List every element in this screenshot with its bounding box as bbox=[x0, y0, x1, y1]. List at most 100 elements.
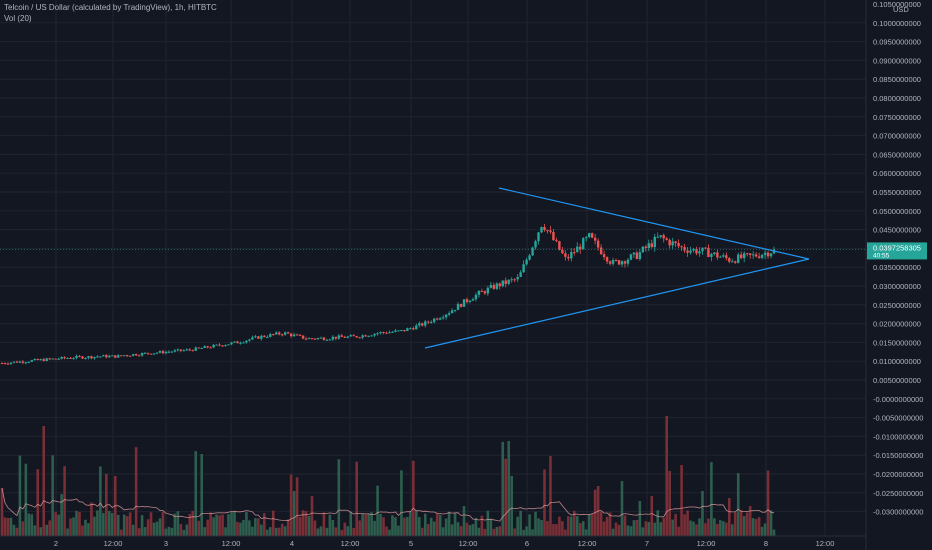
volume-bar bbox=[614, 522, 618, 536]
candle-body bbox=[757, 256, 761, 258]
candle-body bbox=[650, 243, 653, 248]
symbol-title[interactable]: Telcoin / US Dollar (calculated by Tradi… bbox=[4, 3, 217, 12]
volume-bar bbox=[638, 501, 642, 536]
volume-bar bbox=[334, 527, 338, 536]
candle-body bbox=[450, 310, 454, 314]
volume-bar bbox=[9, 517, 13, 536]
volume-bar bbox=[125, 516, 129, 536]
candle-body bbox=[519, 272, 522, 277]
candle-body bbox=[617, 260, 621, 265]
candle-body bbox=[552, 232, 555, 241]
candle-body bbox=[188, 349, 191, 351]
volume-bar bbox=[572, 510, 576, 536]
volume-bar bbox=[185, 524, 189, 536]
volume-bar bbox=[313, 520, 317, 536]
candle-body bbox=[513, 279, 516, 281]
candle-body bbox=[462, 299, 466, 307]
volume-bar bbox=[751, 518, 755, 536]
candle-body bbox=[447, 313, 451, 315]
candle-body bbox=[629, 254, 633, 260]
volume-bar bbox=[716, 523, 719, 536]
volume-bar bbox=[546, 521, 549, 536]
upper-trendline[interactable] bbox=[498, 187, 810, 260]
candle-body bbox=[233, 341, 236, 343]
candle-body bbox=[674, 241, 677, 244]
volume-bar bbox=[108, 510, 111, 536]
volume-bar bbox=[385, 526, 388, 536]
volume-bar bbox=[325, 527, 329, 536]
candle-body bbox=[704, 247, 707, 249]
candle-body bbox=[278, 332, 281, 335]
volume-bar bbox=[179, 524, 183, 536]
candle-body bbox=[716, 252, 719, 258]
candle-body bbox=[39, 359, 42, 361]
volume-bar bbox=[760, 526, 764, 536]
candle-body bbox=[525, 259, 528, 265]
time-tick-label: 12:00 bbox=[104, 539, 123, 548]
time-axis[interactable]: 2 12:00 3 12:00 4 12:00 5 12:00 6 12:00 7 12:00 8 12:… bbox=[54, 539, 834, 548]
volume-indicator-label[interactable]: Vol (20) bbox=[4, 14, 32, 23]
candle-body bbox=[653, 236, 656, 248]
volume-bar bbox=[310, 496, 314, 536]
volume-bar bbox=[435, 513, 439, 536]
volume-bar bbox=[722, 521, 725, 536]
price-tick-label: 0.0300000000 bbox=[873, 282, 921, 291]
candle-body bbox=[36, 358, 39, 361]
candle-body bbox=[710, 253, 713, 258]
candle-body bbox=[224, 345, 227, 347]
volume-bar bbox=[93, 516, 96, 536]
volume-bar bbox=[513, 528, 516, 536]
candle-body bbox=[441, 317, 445, 319]
candle-body bbox=[140, 353, 144, 356]
candle-body bbox=[72, 358, 75, 360]
volume-bar bbox=[647, 522, 651, 536]
candle-body bbox=[602, 254, 606, 258]
volume-bar bbox=[39, 527, 43, 536]
currency-label[interactable]: USD bbox=[893, 5, 909, 14]
volume-bar bbox=[364, 514, 367, 536]
candle-body bbox=[316, 338, 320, 340]
candle-body bbox=[477, 290, 481, 295]
volume-bar bbox=[3, 517, 7, 536]
volume-bar bbox=[143, 527, 147, 536]
candle-body bbox=[295, 334, 299, 336]
candle-body bbox=[33, 358, 36, 361]
price-tick-label: 0.0700000000 bbox=[873, 132, 921, 141]
triangle-trendlines[interactable] bbox=[424, 187, 810, 349]
candle-body bbox=[492, 284, 496, 289]
candle-body bbox=[596, 240, 600, 248]
volume-bar bbox=[277, 527, 281, 536]
candle-body bbox=[239, 342, 242, 344]
current-price-tag[interactable] bbox=[867, 242, 927, 260]
volume-bar bbox=[134, 447, 138, 536]
candle-body bbox=[21, 361, 25, 363]
volume-bar bbox=[489, 518, 493, 536]
candle-body bbox=[605, 257, 609, 262]
volume-bar bbox=[36, 469, 40, 536]
volume-bar bbox=[257, 518, 260, 536]
candle-body bbox=[379, 332, 382, 334]
candle-body bbox=[430, 322, 433, 324]
price-tick-label: 0.0600000000 bbox=[873, 169, 921, 178]
candle-body bbox=[573, 252, 576, 254]
price-tick-label: -0.0150000000 bbox=[873, 451, 923, 460]
candle-body bbox=[686, 250, 689, 253]
candle-body bbox=[93, 356, 96, 359]
time-tick-label: 12:00 bbox=[697, 539, 716, 548]
candle-body bbox=[435, 318, 439, 320]
volume-bar bbox=[739, 510, 743, 536]
volume-bar bbox=[176, 511, 180, 536]
candle-body bbox=[87, 356, 90, 358]
volume-bar bbox=[352, 527, 356, 536]
price-tick-label: -0.0000000000 bbox=[873, 395, 923, 404]
lower-trendline[interactable] bbox=[424, 258, 810, 349]
volume-bar bbox=[131, 524, 135, 536]
candle-body bbox=[206, 346, 209, 348]
volume-bar bbox=[763, 523, 767, 536]
candle-body bbox=[182, 350, 186, 352]
volume-bar bbox=[599, 511, 603, 536]
volume-bar bbox=[635, 519, 639, 536]
